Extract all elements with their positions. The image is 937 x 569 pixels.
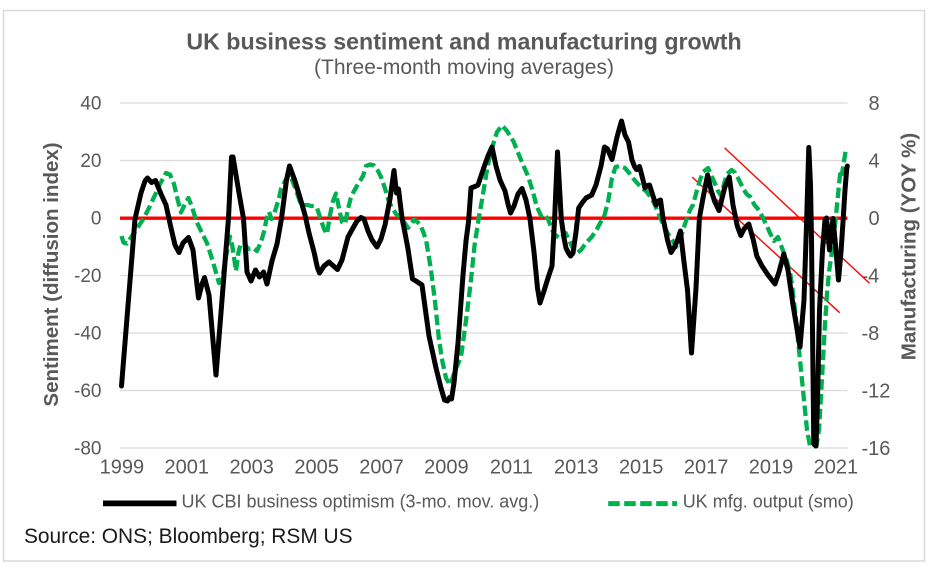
svg-text:2021: 2021 <box>814 456 859 478</box>
svg-text:20: 20 <box>80 151 101 172</box>
svg-text:2009: 2009 <box>424 456 469 478</box>
svg-text:8: 8 <box>869 93 880 115</box>
svg-text:2007: 2007 <box>359 456 404 478</box>
svg-text:(Three-month moving averages): (Three-month moving averages) <box>314 56 614 79</box>
svg-text:Manufacturing (YOY %): Manufacturing (YOY %) <box>898 133 921 360</box>
svg-text:1999: 1999 <box>100 456 145 478</box>
svg-text:2003: 2003 <box>229 456 274 478</box>
svg-text:0: 0 <box>91 209 102 230</box>
svg-text:-40: -40 <box>74 324 101 345</box>
svg-text:2011: 2011 <box>490 456 533 478</box>
svg-text:2001: 2001 <box>165 456 210 478</box>
svg-text:2019: 2019 <box>749 456 794 478</box>
svg-text:2013: 2013 <box>554 456 599 478</box>
svg-text:-16: -16 <box>862 438 891 460</box>
svg-text:Source: ONS; Bloomberg; RSM US: Source: ONS; Bloomberg; RSM US <box>24 525 353 548</box>
svg-text:-60: -60 <box>74 381 101 402</box>
svg-text:UK CBI business optimism (3-mo: UK CBI business optimism (3-mo. mov. avg… <box>182 492 540 512</box>
svg-text:-4: -4 <box>862 266 880 288</box>
svg-text:0: 0 <box>869 208 880 230</box>
svg-text:-80: -80 <box>74 439 101 460</box>
svg-text:2005: 2005 <box>294 456 339 478</box>
svg-text:-8: -8 <box>862 323 880 345</box>
svg-text:-20: -20 <box>74 266 101 287</box>
svg-text:UK mfg. output (smo): UK mfg. output (smo) <box>683 492 854 512</box>
svg-text:40: 40 <box>80 94 101 115</box>
svg-text:2015: 2015 <box>619 456 664 478</box>
svg-text:UK business sentiment and manu: UK business sentiment and manufacturing … <box>186 29 741 55</box>
svg-text:Sentiment (diffusion index): Sentiment (diffusion index) <box>40 142 63 406</box>
svg-text:2017: 2017 <box>684 456 729 478</box>
svg-text:4: 4 <box>869 151 880 173</box>
svg-text:-12: -12 <box>862 381 891 403</box>
